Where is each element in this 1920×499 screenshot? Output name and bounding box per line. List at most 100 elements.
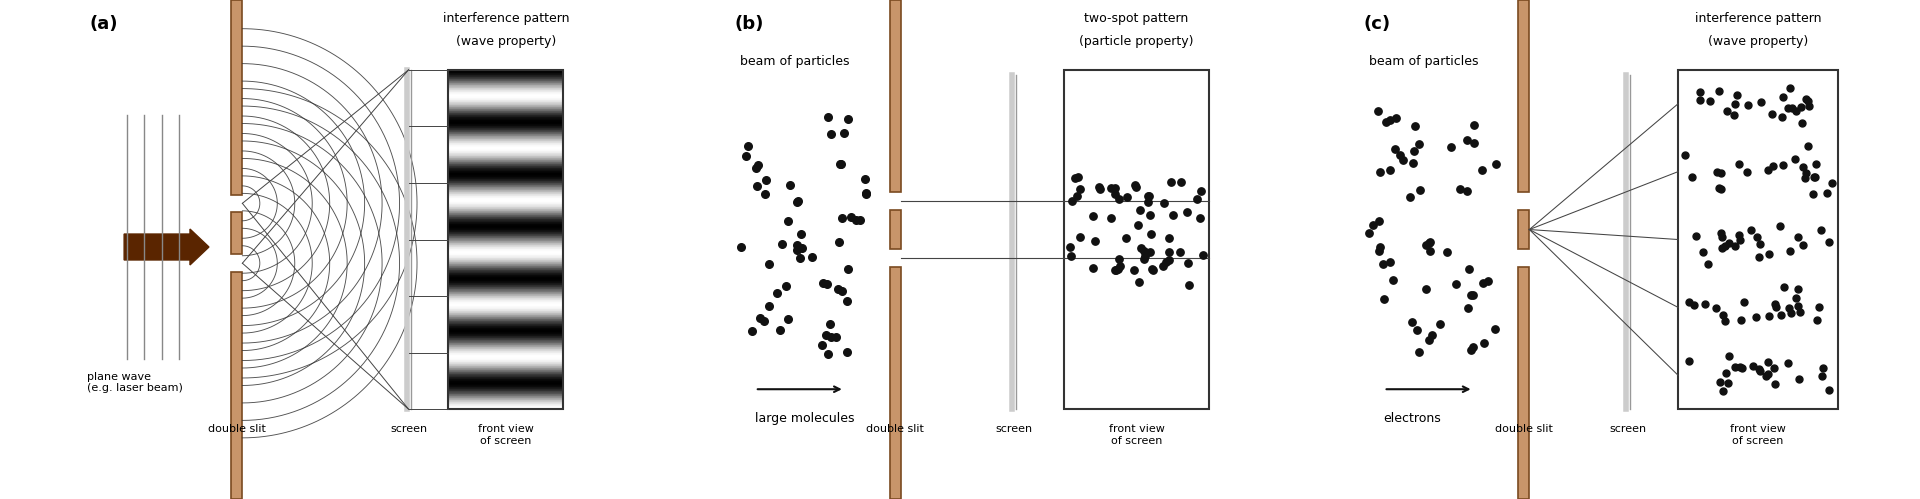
Point [833,265,864,273]
Point [1413,336,1444,344]
Point [814,350,845,358]
Point [1736,227,1766,235]
Point [1137,230,1167,238]
Point [1094,215,1125,223]
Point [1707,311,1738,319]
Point [1753,312,1784,320]
Point [1701,168,1732,176]
Point [1459,140,1490,148]
Text: beam of particles: beam of particles [739,55,849,68]
Point [1705,229,1736,237]
Point [1365,168,1396,176]
Point [1400,122,1430,130]
Point [1056,243,1087,251]
Point [1148,200,1179,208]
Bar [1678,70,1837,409]
Point [1363,248,1394,255]
Point [1056,251,1087,259]
Bar [1519,0,1530,192]
Bar [449,70,563,409]
Point [737,327,768,335]
Point [1764,222,1795,230]
Point [1452,136,1482,144]
Point [1701,304,1732,312]
Point [1100,266,1131,274]
Point [1473,277,1503,285]
Point [1369,295,1400,303]
Text: plane wave
(e.g. laser beam): plane wave (e.g. laser beam) [86,372,182,393]
Point [1726,316,1757,324]
Point [1404,186,1434,194]
Point [1457,343,1488,351]
Point [814,320,845,328]
Point [1705,378,1736,386]
Point [1150,258,1181,266]
Point [781,241,812,249]
Point [1388,156,1419,164]
Point [1789,169,1820,177]
Text: double slit: double slit [207,424,265,434]
Point [1740,313,1770,321]
Point [1125,244,1156,251]
Point [1678,301,1709,309]
Point [741,165,772,173]
Point [1137,265,1167,273]
Point [1766,113,1797,121]
Point [1467,166,1498,174]
Point [1753,250,1784,258]
Text: interference pattern: interference pattern [444,12,568,25]
Point [1768,93,1799,101]
Point [1711,369,1741,377]
Point [1784,375,1814,383]
Point [1766,311,1797,319]
Point [1812,386,1843,394]
Point [1375,116,1405,124]
Point [812,280,843,288]
Text: double slit: double slit [1496,424,1553,434]
Point [1064,173,1094,181]
Point [1455,346,1486,354]
Point [1741,233,1772,241]
Point [1154,234,1185,242]
Point [785,254,816,262]
Point [1404,140,1434,148]
Point [1751,372,1782,380]
Point [1732,168,1763,176]
Point [1165,178,1196,186]
Point [1119,266,1150,274]
Text: interference pattern: interference pattern [1695,12,1822,25]
Point [812,113,843,121]
Point [1768,283,1799,291]
Point [1123,278,1154,286]
Point [743,161,774,169]
Point [1724,363,1755,371]
Text: (wave property): (wave property) [1707,35,1809,48]
Point [1164,248,1194,256]
Point [1684,88,1715,96]
Point [1156,178,1187,186]
Point [1705,86,1736,94]
Point [1139,266,1169,274]
Point [1100,184,1131,192]
Bar [889,267,900,499]
Point [1761,380,1791,388]
Point [829,129,860,137]
Point [751,177,781,185]
Point [841,216,872,224]
Text: front view
of screen: front view of screen [1730,424,1786,446]
Point [1791,95,1822,103]
Point [785,230,816,238]
Point [1680,232,1711,240]
Point [1083,183,1114,191]
Point [1129,255,1160,263]
Point [826,214,856,222]
Point [1440,280,1471,288]
Point [1713,379,1743,387]
Point [1743,367,1774,375]
Point [1135,248,1165,255]
Point [1354,229,1384,237]
Bar [889,210,900,250]
Point [1761,300,1791,308]
Text: screen: screen [1609,424,1647,434]
Point [755,302,785,310]
